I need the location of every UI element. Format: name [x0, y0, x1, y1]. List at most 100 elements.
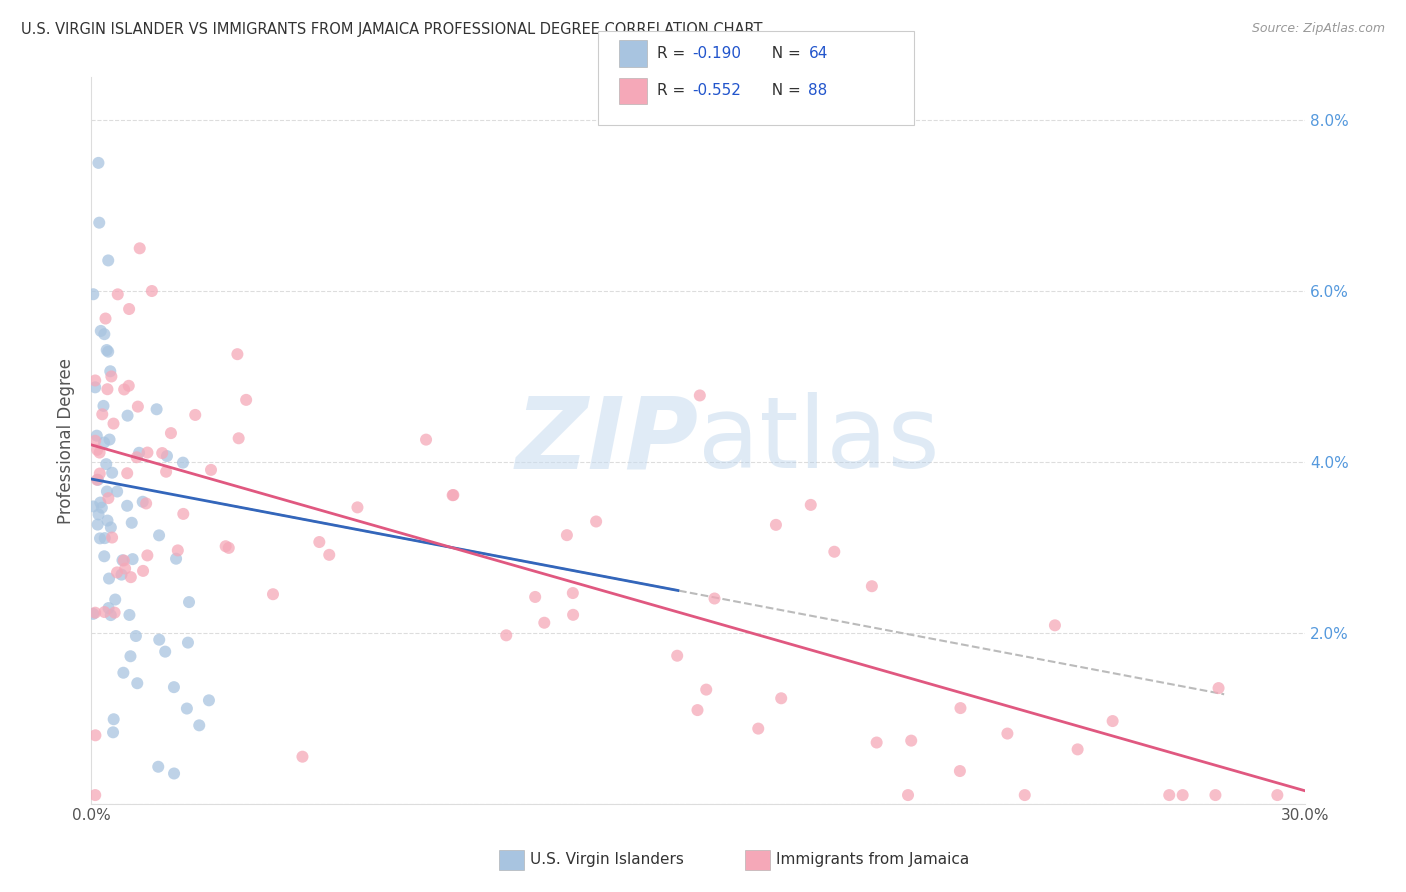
Point	[1066, 742, 1088, 756]
Point	[84, 434, 107, 448]
Point	[125, 629, 148, 643]
Text: Source: ZipAtlas.com: Source: ZipAtlas.com	[1251, 22, 1385, 36]
Point	[995, 726, 1018, 740]
Point	[949, 764, 972, 778]
Point	[117, 409, 139, 423]
Point	[135, 496, 157, 510]
Text: 88: 88	[808, 84, 828, 98]
Point	[153, 645, 176, 659]
Point	[100, 608, 122, 623]
Point	[115, 467, 138, 481]
Point	[163, 766, 186, 780]
Point	[318, 548, 340, 562]
Point	[1208, 681, 1230, 695]
Point	[695, 682, 717, 697]
Point	[101, 531, 124, 545]
Point	[86, 473, 108, 487]
Point	[136, 445, 159, 459]
Point	[177, 595, 200, 609]
Point	[441, 488, 464, 502]
Point	[86, 428, 108, 442]
Point	[104, 606, 127, 620]
Text: N =: N =	[762, 84, 806, 98]
Point	[101, 466, 124, 480]
Point	[150, 446, 173, 460]
Point	[93, 531, 115, 545]
Point	[84, 728, 107, 742]
Point	[156, 449, 179, 463]
Point	[127, 400, 149, 414]
Point	[103, 712, 125, 726]
Point	[96, 484, 118, 499]
Point	[90, 324, 112, 338]
Point	[82, 500, 104, 514]
Text: N =: N =	[762, 46, 806, 61]
Point	[800, 498, 823, 512]
Text: 64: 64	[808, 46, 828, 61]
Point	[93, 605, 115, 619]
Point	[93, 435, 115, 450]
Point	[86, 517, 108, 532]
Point	[111, 553, 134, 567]
Point	[89, 445, 111, 459]
Point	[495, 628, 517, 642]
Point	[666, 648, 689, 663]
Point	[177, 635, 200, 649]
Point	[172, 456, 194, 470]
Point	[89, 532, 111, 546]
Point	[98, 433, 121, 447]
Point	[89, 216, 111, 230]
Text: -0.190: -0.190	[692, 46, 741, 61]
Point	[96, 514, 118, 528]
Point	[562, 607, 585, 622]
Point	[118, 301, 141, 316]
Point	[131, 495, 153, 509]
Point	[415, 433, 437, 447]
Point	[90, 500, 112, 515]
Text: Immigrants from Jamaica: Immigrants from Jamaica	[776, 853, 969, 867]
Point	[703, 591, 725, 606]
Point	[104, 592, 127, 607]
Point	[533, 615, 555, 630]
Point	[148, 528, 170, 542]
Point	[96, 382, 118, 396]
Point	[172, 507, 194, 521]
Point	[198, 693, 221, 707]
Point	[200, 463, 222, 477]
Point	[84, 380, 107, 394]
Point	[823, 545, 845, 559]
Point	[141, 284, 163, 298]
Point	[765, 517, 787, 532]
Point	[291, 749, 314, 764]
Point	[96, 343, 118, 357]
Point	[82, 607, 104, 621]
Point	[120, 570, 142, 584]
Point	[89, 467, 111, 481]
Text: R =: R =	[657, 46, 690, 61]
Point	[145, 402, 167, 417]
Point	[1043, 618, 1066, 632]
Point	[689, 388, 711, 402]
Point	[82, 287, 104, 301]
Point	[165, 551, 187, 566]
Point	[148, 632, 170, 647]
Point	[900, 733, 922, 747]
Point	[128, 446, 150, 460]
Point	[235, 392, 257, 407]
Point	[1101, 714, 1123, 728]
Point	[97, 601, 120, 615]
Point	[110, 567, 132, 582]
Point	[112, 553, 135, 567]
Point	[188, 718, 211, 732]
Point	[308, 535, 330, 549]
Point	[87, 508, 110, 522]
Point	[84, 606, 107, 620]
Point	[97, 253, 120, 268]
Point	[155, 465, 177, 479]
Point	[89, 495, 111, 509]
Point	[121, 552, 143, 566]
Point	[107, 287, 129, 301]
Point	[262, 587, 284, 601]
Point	[897, 788, 920, 802]
Point	[120, 649, 142, 664]
